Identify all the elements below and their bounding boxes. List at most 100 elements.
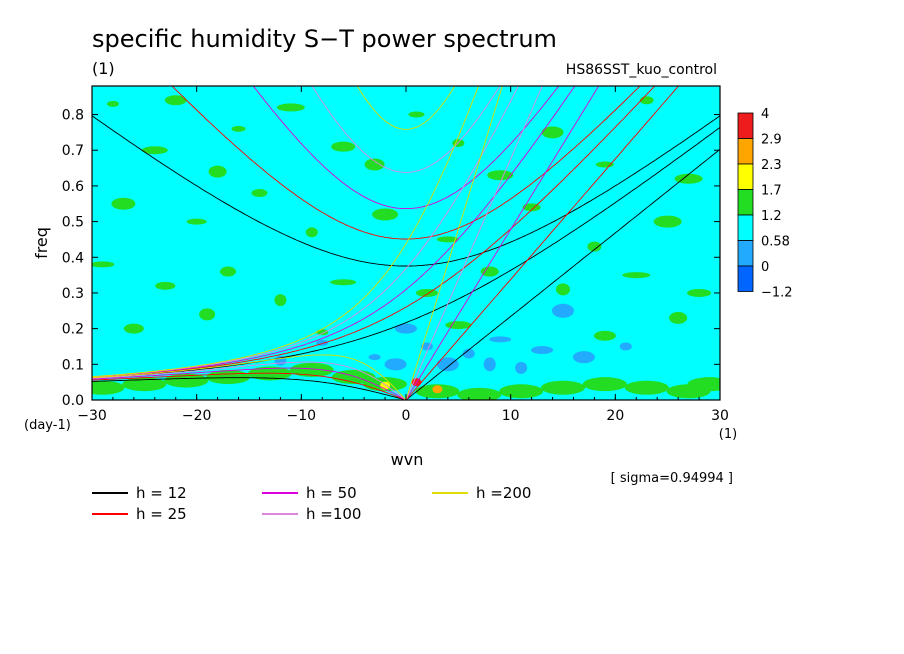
heat-patch-green <box>276 103 305 112</box>
dispersion-curves <box>92 86 720 400</box>
rossby-curve-h200 <box>92 354 407 400</box>
colorbar-swatch <box>737 240 754 267</box>
kelvin-curve-h50 <box>405 86 600 400</box>
heat-patch-green <box>556 283 570 296</box>
heat-band-green <box>582 377 627 392</box>
heat-patch-blue <box>436 357 459 372</box>
ig-curve-h25 <box>171 86 641 240</box>
rossby-curve-h25 <box>92 372 407 400</box>
colorbar-swatch <box>737 265 754 292</box>
heat-band-green <box>499 384 544 399</box>
y-tick-label: 0.8 <box>62 108 84 124</box>
x-axis: −30 −20 −10 0 10 20 30 <box>77 86 729 424</box>
heat-patch-blue <box>368 354 381 361</box>
heat-patch-green <box>487 170 514 181</box>
heat-patch-green <box>220 266 237 277</box>
heat-patch-green <box>653 215 682 228</box>
heat-patch-blue <box>395 323 417 334</box>
heat-patch-blue <box>462 348 475 359</box>
rossby-curve-h12 <box>92 377 407 400</box>
mrg-curve-h12 <box>92 127 720 379</box>
legend-label: h = 50 <box>306 484 357 502</box>
heat-patch-blue <box>552 303 574 318</box>
colorbar-label: 2.3 <box>761 158 782 173</box>
heat-patch-blue <box>572 351 595 364</box>
y-tick-label: 0.3 <box>62 286 84 302</box>
legend-label: h =100 <box>306 505 361 523</box>
legend-label: h =200 <box>476 484 531 502</box>
colorbar: 4 2.9 2.3 1.7 1.2 0.58 0 −1.2 <box>737 107 793 301</box>
heat-band-green <box>457 387 502 400</box>
x-tick-label: 20 <box>606 408 624 424</box>
colorbar-label: 1.7 <box>761 184 782 199</box>
y-tick-label: 0.6 <box>62 179 84 195</box>
ig-curve-h100 <box>311 86 501 173</box>
mrg-curve-h200 <box>92 86 479 378</box>
legend-label: h = 12 <box>136 484 187 502</box>
y-tick-label: 0.1 <box>62 357 84 373</box>
y-tick-label: 0.7 <box>62 143 84 159</box>
colorbar-swatch <box>737 112 754 139</box>
heat-patch-green <box>199 308 216 321</box>
heat-band-green <box>92 380 125 395</box>
colorbar-label: −1.2 <box>761 286 793 301</box>
heat-band-green <box>164 373 209 388</box>
heat-band-green <box>687 377 720 392</box>
kelvin-curve-h100 <box>405 86 543 400</box>
heat-patch-blue <box>531 346 554 355</box>
colorbar-swatch <box>737 214 754 241</box>
heat-patch-green <box>92 261 115 268</box>
heat-patch-green <box>164 95 187 106</box>
heat-patch-blue <box>384 358 407 371</box>
heat-patch-green <box>408 111 425 118</box>
y-tick-label: 0.0 <box>62 393 84 409</box>
colorbar-label: 4 <box>761 107 769 122</box>
y-axis: 0.0 0.1 0.2 0.3 0.4 0.5 0.6 0.7 0.8 <box>62 108 720 409</box>
x-axis-label: wvn <box>391 450 424 469</box>
heat-patch-green <box>231 125 246 132</box>
ig-curve-h12 <box>92 115 720 267</box>
colorbar-label: 0.58 <box>761 235 790 250</box>
rossby-curve-h100 <box>92 361 407 400</box>
heat-patch-green <box>186 218 207 225</box>
sigma-annotation: [ sigma=0.94994 ] <box>611 471 733 486</box>
heat-patch-green <box>480 266 499 277</box>
heat-patch-green <box>674 173 703 184</box>
heat-patch-green <box>587 241 602 252</box>
heat-hotspot <box>432 385 443 394</box>
heat-patch-blue <box>515 361 528 374</box>
x-tick-label: 10 <box>502 408 520 424</box>
plot-area <box>92 86 720 400</box>
heat-patch-blue <box>483 357 496 372</box>
kelvin-curve-h200 <box>405 86 503 400</box>
heat-patch-green <box>593 330 616 341</box>
y-tick-label: 0.2 <box>62 322 84 338</box>
heat-patch-green <box>330 279 357 286</box>
heat-patch-green <box>669 311 688 324</box>
legend-label: h = 25 <box>136 505 187 523</box>
chart-title: specific humidity S−T power spectrum <box>92 25 557 53</box>
heat-patch-green <box>141 146 168 155</box>
heat-patch-green <box>155 281 176 290</box>
heat-patch-green <box>331 141 356 152</box>
legend: h = 12 h = 25 h = 50 h =100 h =200 <box>92 484 531 523</box>
colorbar-label: 2.9 <box>761 133 782 148</box>
heat-patch-green <box>687 288 712 297</box>
heatmap-layer <box>92 95 720 400</box>
y-unit-label: (day-1) <box>24 418 71 433</box>
heat-patch-green <box>111 197 136 210</box>
heat-patch-green <box>316 329 329 336</box>
heat-patch-blue <box>489 336 512 343</box>
heat-band-green <box>624 380 669 395</box>
heat-patch-green <box>436 236 459 243</box>
heat-band-green <box>122 377 167 392</box>
mrg-curve-h100 <box>92 86 519 378</box>
heat-patch-green <box>305 227 318 238</box>
mrg-curve-h50 <box>92 86 576 378</box>
x-tick-label: 30 <box>711 408 729 424</box>
ig-curve-h50 <box>252 86 560 210</box>
x-tick-label: 0 <box>402 408 411 424</box>
x-unit-label: (1) <box>719 427 737 442</box>
x-tick-label: −20 <box>182 408 212 424</box>
heat-patch-blue <box>619 342 632 351</box>
